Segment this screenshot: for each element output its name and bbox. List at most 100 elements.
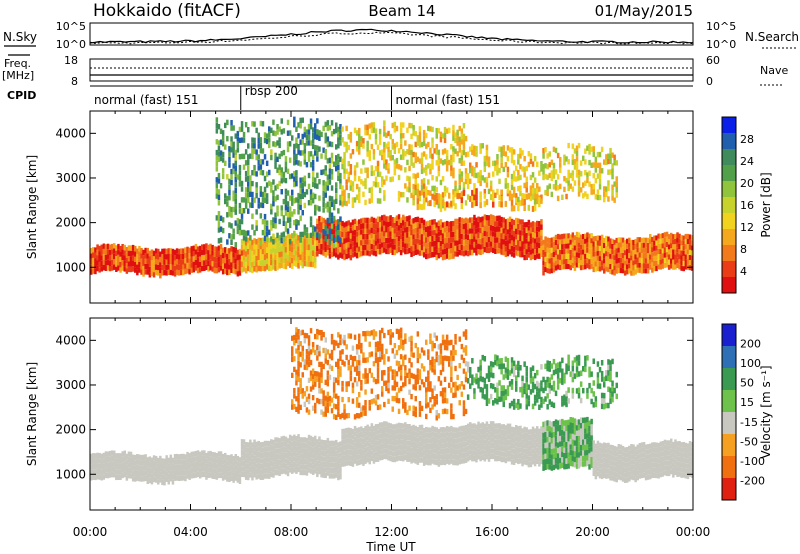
data-cell — [376, 198, 380, 204]
data-cell — [393, 435, 397, 441]
data-cell — [163, 248, 166, 254]
data-cell — [477, 243, 480, 249]
data-cell — [573, 235, 577, 241]
data-cell — [584, 450, 587, 456]
data-cell — [450, 458, 453, 464]
data-cell — [94, 247, 97, 253]
data-cell — [690, 260, 694, 266]
data-cell — [559, 244, 562, 250]
data-cell — [598, 173, 602, 179]
data-cell — [674, 249, 677, 255]
data-cell — [483, 166, 487, 172]
data-cell — [376, 227, 380, 233]
data-cell — [523, 437, 526, 443]
data-cell — [410, 240, 413, 247]
data-cell — [311, 230, 315, 236]
data-cell — [575, 425, 579, 431]
data-cell — [523, 193, 526, 199]
data-cell — [257, 457, 260, 463]
data-cell — [244, 251, 248, 257]
data-cell — [154, 264, 158, 270]
data-cell — [492, 242, 495, 248]
data-cell — [676, 242, 679, 248]
data-cell — [272, 445, 275, 451]
data-cell — [205, 243, 208, 249]
data-cell — [305, 244, 309, 250]
data-cell — [280, 245, 283, 252]
data-cell — [320, 450, 323, 456]
data-cell — [395, 434, 399, 440]
data-cell — [146, 478, 149, 484]
data-cell — [533, 243, 537, 250]
data-cell — [309, 140, 313, 146]
data-cell — [353, 245, 357, 252]
data-cell — [605, 235, 608, 241]
data-cell — [345, 168, 348, 174]
data-cell — [127, 473, 131, 479]
data-cell — [259, 469, 263, 475]
data-cell — [462, 234, 466, 241]
data-cell — [129, 266, 133, 273]
data-cell — [150, 468, 154, 474]
data-cell — [527, 219, 531, 226]
data-cell — [305, 238, 309, 245]
data-cell — [278, 164, 281, 170]
data-cell — [182, 253, 185, 260]
data-cell — [110, 466, 114, 472]
data-cell — [464, 178, 468, 185]
data-cell — [307, 461, 311, 468]
data-cell — [521, 150, 524, 156]
data-cell — [393, 228, 397, 234]
data-cell — [194, 259, 198, 266]
data-cell — [577, 457, 581, 463]
data-cell — [364, 228, 367, 234]
data-cell — [582, 234, 585, 240]
data-cell — [573, 265, 577, 271]
data-cell — [307, 129, 311, 135]
data-cell — [548, 464, 551, 470]
data-cell — [330, 246, 334, 252]
data-cell — [492, 215, 495, 221]
data-cell — [332, 223, 336, 230]
data-cell — [335, 231, 338, 237]
data-cell — [94, 469, 97, 475]
data-cell — [674, 254, 677, 260]
data-cell — [605, 261, 608, 267]
data-cell — [240, 229, 244, 236]
colorbar-swatch — [722, 229, 736, 246]
data-cell — [240, 455, 244, 461]
data-cell — [261, 452, 265, 459]
data-cell — [517, 240, 520, 246]
data-cell — [320, 444, 323, 451]
data-cell — [378, 455, 382, 461]
data-cell — [460, 452, 464, 459]
data-cell — [504, 425, 508, 431]
data-cell — [393, 127, 397, 133]
data-cell — [615, 243, 618, 249]
data-cell — [142, 476, 145, 482]
data-cell — [309, 462, 313, 469]
data-cell — [230, 147, 233, 153]
data-cell — [531, 193, 535, 199]
data-cell — [314, 246, 317, 252]
data-cell — [270, 225, 273, 231]
data-cell — [479, 249, 482, 255]
data-cell — [489, 448, 493, 454]
data-cell — [378, 249, 382, 255]
data-cell — [466, 240, 470, 246]
data-cell — [303, 148, 307, 154]
data-cell — [113, 248, 116, 254]
data-cell — [466, 194, 470, 200]
data-cell — [314, 446, 317, 452]
data-cell — [441, 199, 445, 206]
data-cell — [630, 255, 633, 261]
data-cell — [177, 459, 181, 465]
data-cell — [217, 451, 221, 457]
data-cell — [297, 240, 300, 247]
data-cell — [337, 137, 340, 143]
data-cell — [209, 450, 212, 457]
data-cell — [198, 473, 202, 479]
data-cell — [433, 437, 436, 443]
data-cell — [579, 234, 583, 240]
data-cell — [561, 239, 564, 245]
